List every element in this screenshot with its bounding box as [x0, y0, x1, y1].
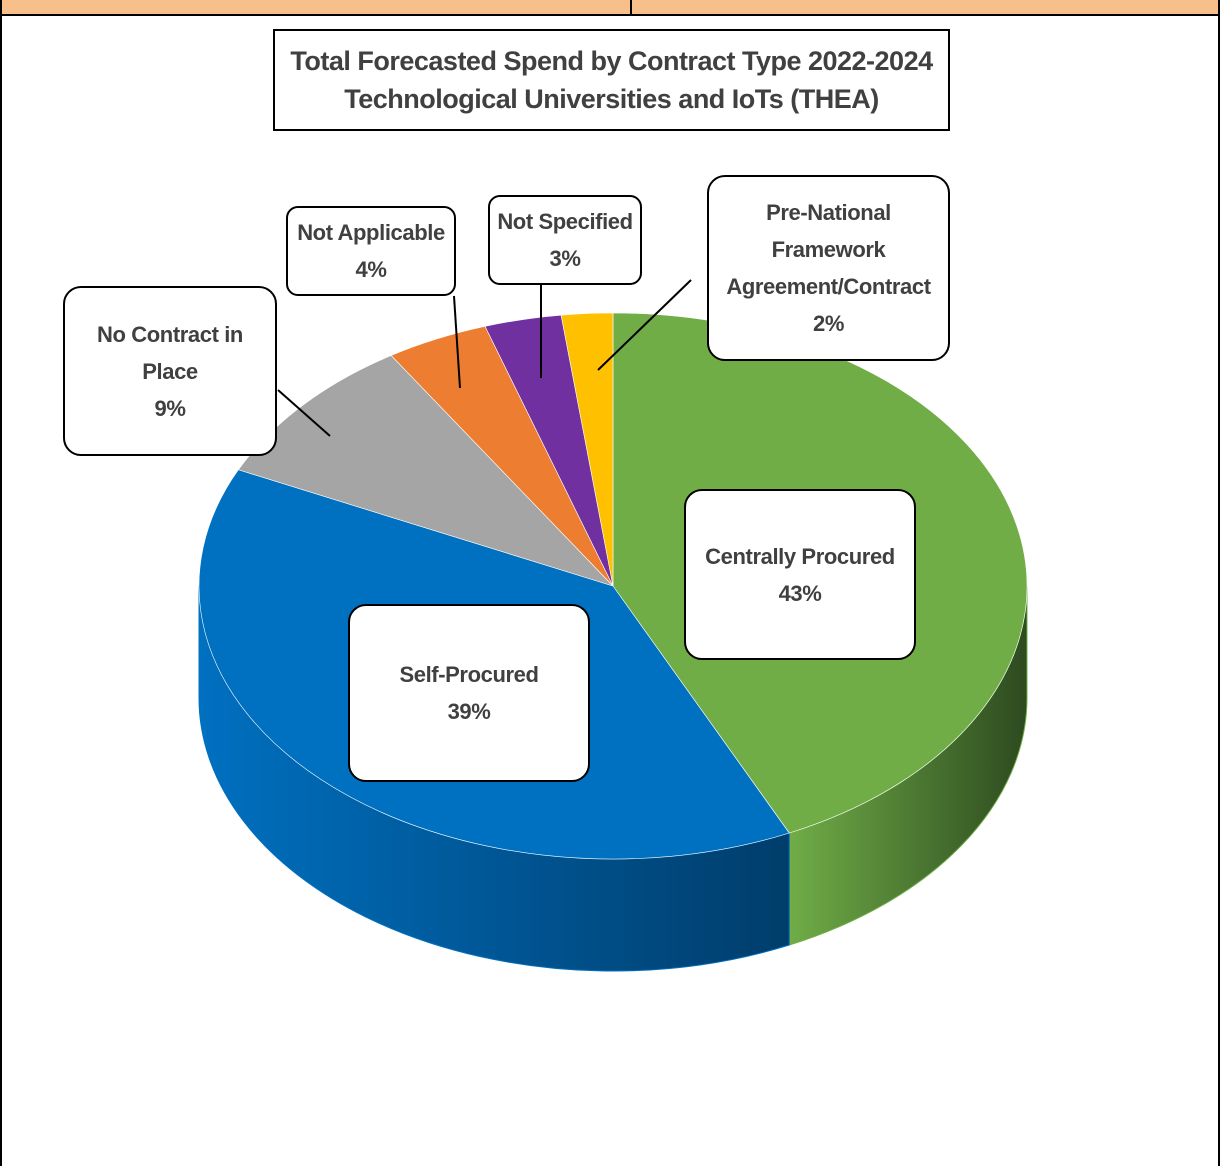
data-label-name: Pre-National [766, 200, 891, 225]
leader-line-pre-national-framework-agreement-contract [597, 279, 692, 371]
slice-no-contract-in-place [237, 355, 614, 587]
data-label-name: No Contract in [97, 321, 243, 347]
table-header-strip [0, 0, 1220, 16]
data-label-self-procured: Self-Procured 39% [348, 604, 590, 782]
data-label-percent: 39% [447, 699, 491, 724]
data-label-pre-national-framework: Pre-National Framework Agreement/Contrac… [707, 175, 950, 361]
data-label-name: Centrally Procured [705, 543, 895, 569]
chart-title-box: Total Forecasted Spend by Contract Type … [273, 29, 950, 131]
data-label-percent: 9% [154, 395, 186, 421]
table-header-divider [630, 0, 632, 16]
data-label-name: Self-Procured [399, 662, 539, 687]
data-label-name: Agreement/Contract [726, 274, 931, 299]
data-label-percent: 43% [778, 580, 822, 606]
chart-title-line-2: Technological Universities and IoTs (THE… [344, 84, 879, 114]
slice-pre-national-framework-agreement-contract [560, 312, 614, 587]
data-label-not-specified: Not Specified 3% [488, 195, 642, 285]
leader-line-no-contract-in-place [277, 389, 331, 437]
data-label-name: Not Specified [497, 209, 633, 234]
data-label-not-applicable: Not Applicable 4% [286, 206, 456, 296]
data-label-name: Not Applicable [297, 220, 445, 245]
data-label-percent: 2% [813, 311, 844, 336]
leader-line-not-applicable [453, 295, 461, 389]
chart-title-line-1: Total Forecasted Spend by Contract Type … [290, 46, 933, 76]
data-label-name: Place [142, 358, 198, 384]
data-label-percent: 4% [355, 257, 387, 282]
data-label-no-contract-in-place: No Contract in Place 9% [63, 286, 277, 456]
data-label-percent: 3% [549, 246, 581, 271]
data-label-centrally-procured: Centrally Procured 43% [684, 489, 916, 660]
data-label-name: Framework [771, 237, 886, 262]
